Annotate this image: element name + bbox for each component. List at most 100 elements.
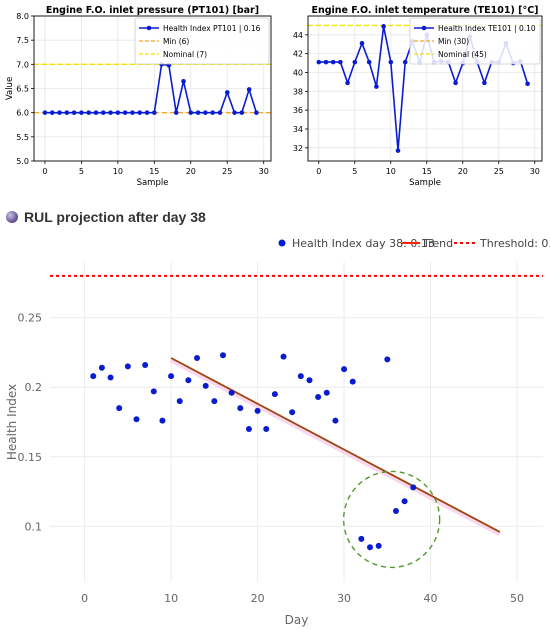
data-point [228, 389, 235, 396]
x-tick-label: 15 [149, 167, 159, 176]
trend-shadow [169, 357, 501, 537]
data-point [367, 544, 374, 551]
legend-label: Min (6) [163, 37, 189, 46]
chart-title: Engine F.O. inlet pressure (PT101) [bar] [46, 5, 259, 16]
crystal-ball-icon [6, 211, 18, 223]
y-tick-label: 40 [293, 68, 303, 77]
data-point [224, 90, 230, 95]
data-point [366, 59, 372, 65]
x-tick-label: 0 [316, 167, 321, 176]
legend-box [409, 17, 541, 65]
data-point [188, 110, 194, 115]
x-tick-label: 20 [458, 167, 468, 176]
data-point [173, 110, 179, 115]
x-tick-label: 0 [81, 592, 88, 605]
x-tick-label: 5 [352, 167, 357, 176]
legend-label: Threshold: 0.28 [479, 237, 550, 250]
legend-label: Trend [422, 237, 453, 250]
data-point [237, 405, 244, 412]
y-tick-label: 36 [293, 106, 303, 115]
data-point [388, 59, 394, 65]
data-point [115, 110, 121, 115]
y-tick-label: 42 [293, 50, 303, 59]
temperature-chart: 0 5 10 15 20 25 30 32 34 36 38 40 42 44 Engine F.O. in… [293, 5, 543, 188]
data-point [219, 352, 226, 359]
legend-label: Nominal (7) [163, 50, 207, 59]
data-point [482, 80, 487, 86]
data-point [152, 110, 157, 115]
y-axis-label: Health Index [5, 384, 19, 460]
data-point [181, 78, 186, 84]
x-axis-label: Sample [137, 178, 169, 188]
x-tick-label: 15 [422, 167, 432, 176]
data-point [86, 110, 91, 115]
data-point [246, 87, 252, 92]
data-point [330, 59, 336, 65]
data-point [144, 110, 150, 115]
x-tick-label: 30 [259, 167, 269, 176]
y-tick-label: 44 [293, 31, 303, 40]
data-point [57, 110, 62, 115]
data-point [239, 110, 245, 115]
x-tick-label: 30 [530, 167, 540, 176]
y-tick-label: 38 [293, 87, 303, 96]
data-point [116, 405, 123, 412]
data-point [297, 373, 304, 380]
data-point [525, 81, 530, 87]
y-tick-label: 5.0 [16, 157, 29, 166]
data-point [202, 382, 209, 389]
data-point [98, 364, 105, 371]
data-point [323, 59, 329, 65]
data-point [254, 110, 259, 115]
data-point [341, 366, 348, 373]
x-axis-label: Day [285, 613, 309, 627]
data-point [210, 110, 215, 115]
data-point [453, 80, 458, 86]
legend-label: Nominal (45) [438, 50, 487, 59]
data-point [122, 110, 128, 115]
x-tick-label: 30 [337, 592, 351, 605]
data-point [71, 110, 77, 115]
legend-marker [421, 25, 427, 31]
legend-label: Health Index PT101 | 0.16 [163, 24, 261, 33]
x-tick-label: 5 [79, 167, 84, 176]
data-point [79, 110, 84, 115]
data-point [185, 377, 192, 384]
data-point [263, 425, 270, 432]
data-point [323, 389, 330, 396]
y-tick-label: 0.1 [25, 520, 43, 533]
y-axis-label: Value [5, 77, 15, 100]
data-point [194, 355, 201, 361]
x-tick-label: 10 [113, 167, 123, 176]
legend-marker [278, 239, 286, 247]
data-point [349, 378, 356, 385]
x-tick-label: 25 [494, 167, 504, 176]
x-tick-label: 40 [424, 592, 438, 605]
x-tick-label: 50 [510, 592, 524, 605]
x-tick-label: 10 [164, 592, 178, 605]
data-point [352, 59, 358, 65]
data-point [254, 407, 261, 414]
data-point [133, 416, 140, 423]
data-point [374, 84, 379, 89]
data-point [137, 110, 143, 115]
y-tick-label: 6.5 [16, 85, 29, 94]
section-heading: RUL projection after day 38 [6, 207, 206, 227]
data-point [49, 110, 55, 115]
data-point [203, 110, 208, 115]
rul-projection-chart: 0 10 20 30 40 50 0.1 0.15 0.2 0.25 Day Health Index… [5, 237, 550, 627]
data-point [381, 24, 386, 29]
section-title: RUL projection after day 38 [24, 209, 206, 225]
x-tick-label: 10 [386, 167, 396, 176]
data-point [316, 59, 322, 65]
data-point [280, 353, 287, 360]
y-tick-label: 6.0 [16, 109, 29, 118]
y-tick-label: 34 [293, 125, 303, 134]
x-axis-label: Sample [409, 178, 441, 188]
data-point [271, 391, 278, 398]
data-point [142, 361, 149, 368]
y-tick-label: 7.5 [16, 36, 29, 45]
x-tick-label: 25 [222, 167, 232, 176]
y-tick-label: 0.25 [18, 312, 43, 325]
data-point [90, 373, 97, 380]
